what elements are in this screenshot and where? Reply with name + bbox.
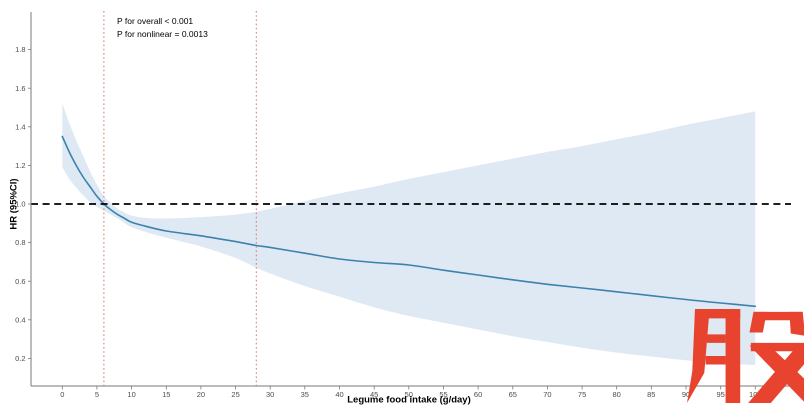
p-overall-text: P for overall < 0.001: [117, 16, 194, 26]
x-tick-label: 75: [578, 390, 586, 399]
x-tick-label: 65: [509, 390, 517, 399]
x-tick-label: 70: [543, 390, 551, 399]
x-tick-label: 60: [474, 390, 482, 399]
x-tick-label: 55: [439, 390, 447, 399]
hr-curve: [61, 135, 757, 308]
y-tick-label: 0.4: [15, 315, 25, 324]
wm-stroke: [725, 309, 741, 403]
y-tick-label: 1.4: [15, 122, 25, 131]
wm-stroke: [706, 334, 726, 343]
y-tick-label: 0.6: [15, 277, 25, 286]
x-tick-label: 95: [717, 390, 725, 399]
y-tick-label: 1.0: [15, 200, 25, 209]
y-tick-label: 0.2: [15, 354, 25, 363]
y-tick-label: 1.6: [15, 84, 25, 93]
x-tick-label: 90: [682, 390, 690, 399]
x-tick-label: 100: [749, 390, 762, 399]
p-nonlinear-text: P for nonlinear = 0.0013: [117, 28, 208, 39]
x-tick-label: 5: [95, 390, 99, 399]
x-tick-label: 10: [127, 390, 135, 399]
x-tick-label: 20: [197, 390, 205, 399]
wm-stroke: [705, 356, 726, 365]
watermark-gu-character-icon: [687, 309, 804, 403]
wm-stroke: [789, 311, 804, 336]
y-tick-label: 0.8: [15, 238, 25, 247]
x-tick-label: 35: [301, 390, 309, 399]
x-tick-label: 50: [405, 390, 413, 399]
y-tick-label: 1.2: [15, 161, 25, 170]
wm-stroke: [748, 345, 804, 403]
x-axis-title: Legume food intake (g/day): [347, 394, 471, 406]
x-tick-label: 25: [231, 390, 239, 399]
x-tick-label: 30: [266, 390, 274, 399]
ci-band: [62, 103, 756, 366]
x-tick-label: 40: [335, 390, 343, 399]
x-tick-label: 0: [60, 390, 64, 399]
p-value-annotation: P for overall < 0.001 P for nonlinear = …: [117, 15, 208, 40]
x-tick-label: 80: [613, 390, 621, 399]
x-tick-label: 45: [370, 390, 378, 399]
wm-stroke: [687, 309, 710, 403]
y-tick-label: 1.8: [15, 45, 25, 54]
x-tick-label: 85: [647, 390, 655, 399]
y-axis-title: HR (95%CI): [8, 178, 20, 230]
x-tick-label: 15: [162, 390, 170, 399]
